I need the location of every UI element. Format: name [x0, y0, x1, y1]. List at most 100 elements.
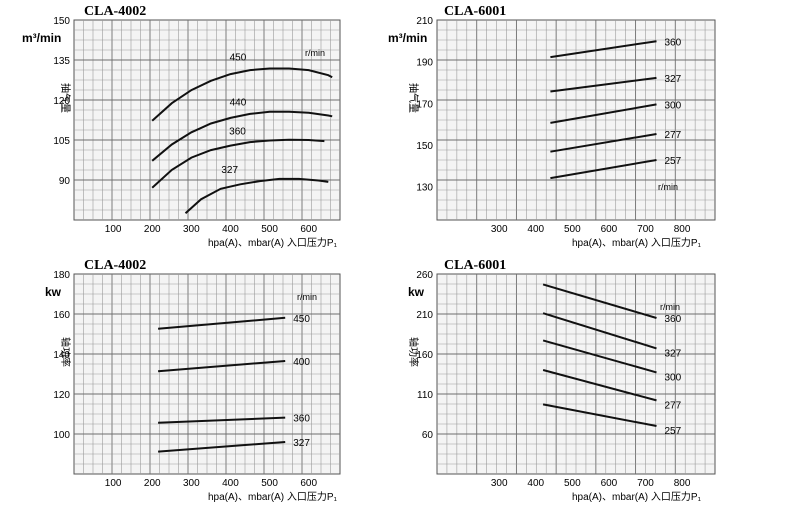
series-label-360: 360	[664, 314, 681, 325]
series-label-360: 360	[293, 414, 310, 425]
grid	[74, 274, 340, 474]
x-tick-label: 600	[300, 478, 317, 489]
series-line-300	[550, 103, 657, 124]
series-label-450: 450	[230, 53, 247, 64]
series-unit-label: r/min	[297, 292, 317, 302]
series-line-277	[550, 133, 657, 153]
series-label-327: 327	[293, 438, 310, 449]
x-axis-label: hpa(A)、mbar(A) 入口压力P₁	[208, 236, 338, 249]
series-line-360	[151, 138, 325, 189]
series-line-360	[158, 416, 286, 424]
series-line-257	[542, 403, 657, 427]
y-tick-label: 130	[416, 183, 433, 194]
y-tick-label: 60	[422, 430, 434, 441]
series-line-300	[542, 339, 657, 374]
grid	[74, 20, 340, 220]
y-tick-label: 150	[53, 16, 70, 27]
series-line-360	[550, 40, 657, 59]
series-line-257	[550, 159, 657, 180]
x-tick-label: 500	[564, 478, 581, 489]
y-axis-label: 轴功率	[407, 337, 420, 367]
series-label-277: 277	[664, 400, 681, 411]
grid	[437, 20, 715, 220]
x-tick-label: 800	[674, 478, 691, 489]
y-axis-label: 抽气量	[59, 83, 72, 113]
series-line-277	[542, 369, 657, 402]
x-axis-label: hpa(A)、mbar(A) 入口压力P₁	[572, 490, 702, 503]
y-tick-label: 135	[53, 56, 70, 67]
series-line-327	[184, 177, 329, 215]
x-tick-label: 300	[183, 224, 200, 235]
x-tick-label: 500	[261, 224, 278, 235]
x-tick-label: 400	[527, 224, 544, 235]
x-axis-label: hpa(A)、mbar(A) 入口压力P₁	[208, 490, 338, 503]
x-tick-label: 400	[527, 478, 544, 489]
y-unit-label: kw	[45, 285, 62, 299]
x-tick-label: 200	[144, 478, 161, 489]
series-label-277: 277	[664, 130, 681, 141]
series-line-360	[542, 283, 657, 319]
x-tick-label: 100	[105, 478, 122, 489]
chart-2: 300 400 500 600 700 800 130 150 170 190 210 CLA-600…	[388, 4, 716, 249]
x-tick-label: 500	[564, 224, 581, 235]
x-tick-label: 300	[491, 478, 508, 489]
series-label-300: 300	[664, 100, 681, 111]
series-line-327	[550, 76, 657, 93]
y-tick-label: 170	[416, 99, 433, 110]
x-axis-label: hpa(A)、mbar(A) 入口压力P₁	[572, 236, 702, 249]
chart-1: 100 200 300 400 500 600 90 105 120 135 150 CLA-4002…	[22, 4, 341, 249]
y-tick-label: 110	[417, 390, 433, 401]
x-tick-label: 200	[144, 224, 161, 235]
x-tick-label: 700	[637, 478, 654, 489]
x-tick-label: 400	[222, 224, 239, 235]
y-axis-label: 轴功率	[59, 337, 72, 367]
x-tick-label: 700	[637, 224, 654, 235]
chart-title: CLA-6001	[444, 4, 506, 19]
y-unit-label: m³/min	[22, 31, 61, 45]
y-tick-label: 100	[53, 430, 70, 441]
x-tick-label: 500	[261, 478, 278, 489]
y-tick-label: 180	[53, 270, 70, 281]
series-label-257: 257	[664, 426, 681, 437]
series-label-257: 257	[664, 156, 681, 167]
series-line-327	[542, 312, 657, 350]
x-tick-label: 300	[491, 224, 508, 235]
series-label-360: 360	[664, 37, 681, 48]
x-tick-label: 600	[601, 478, 618, 489]
y-unit-label: m³/min	[388, 31, 427, 45]
y-tick-label: 150	[416, 141, 433, 152]
y-tick-label: 120	[53, 390, 70, 401]
y-tick-label: 160	[53, 310, 70, 321]
series-label-440: 440	[230, 98, 247, 109]
x-tick-label: 400	[222, 478, 239, 489]
series-unit-label: r/min	[658, 182, 678, 192]
x-tick-label: 600	[601, 224, 618, 235]
chart-3: 100 200 300 400 500 600 100 120 140 160 180 CLA-400…	[45, 258, 341, 503]
series-label-300: 300	[664, 372, 681, 383]
x-tick-label: 800	[674, 224, 691, 235]
series-label-360: 360	[229, 127, 246, 138]
x-tick-label: 100	[105, 224, 122, 235]
series-unit-label: r/min	[660, 302, 680, 312]
series-line-450	[158, 316, 286, 330]
chart-4: 300 400 500 600 700 800 60 110 160 210 260 CLA-6001…	[407, 258, 716, 503]
series-line-327	[158, 441, 286, 453]
y-tick-label: 210	[416, 310, 433, 321]
series-label-400: 400	[293, 357, 310, 368]
y-tick-label: 210	[416, 16, 433, 27]
series-line-400	[158, 360, 286, 373]
y-tick-label: 120	[53, 96, 70, 107]
series-unit-label: r/min	[305, 48, 325, 58]
series-label-327: 327	[664, 74, 681, 85]
y-unit-label: kw	[408, 285, 425, 299]
series-label-450: 450	[293, 314, 310, 325]
series-line-440	[151, 110, 333, 162]
y-tick-label: 160	[416, 350, 433, 361]
grid	[437, 274, 715, 474]
y-tick-label: 190	[416, 58, 433, 69]
series-label-327: 327	[221, 165, 238, 176]
y-axis-label: 抽气量	[407, 83, 420, 113]
x-tick-label: 600	[300, 224, 317, 235]
chart-title: CLA-4002	[84, 4, 146, 19]
